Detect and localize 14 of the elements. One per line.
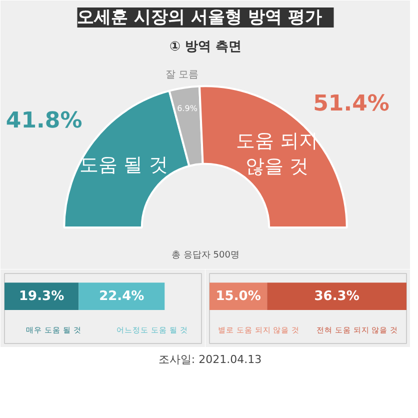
data-label: 22.4%: [99, 288, 144, 304]
data-label: 51.4%: [313, 91, 390, 116]
slice-label: 잘 모름: [166, 70, 199, 81]
chart-title: 오세훈 시장의 서울형 방역 평가: [77, 8, 322, 28]
data-label: 15.0%: [216, 288, 261, 304]
text: 총 응답자 500명: [172, 250, 240, 260]
data-label: 6.9%: [177, 104, 198, 113]
slice-label: 도움 되지 않을 것: [236, 130, 318, 178]
data-label: 36.3%: [314, 288, 360, 304]
text: 조사일: 2021.04.13: [158, 352, 262, 368]
chart-subtitle: ① 방역 측면: [169, 40, 242, 54]
slice-label: 도움 될 것: [80, 154, 168, 176]
data-label: 19.3%: [19, 288, 64, 304]
data-label: 41.8%: [6, 108, 82, 134]
